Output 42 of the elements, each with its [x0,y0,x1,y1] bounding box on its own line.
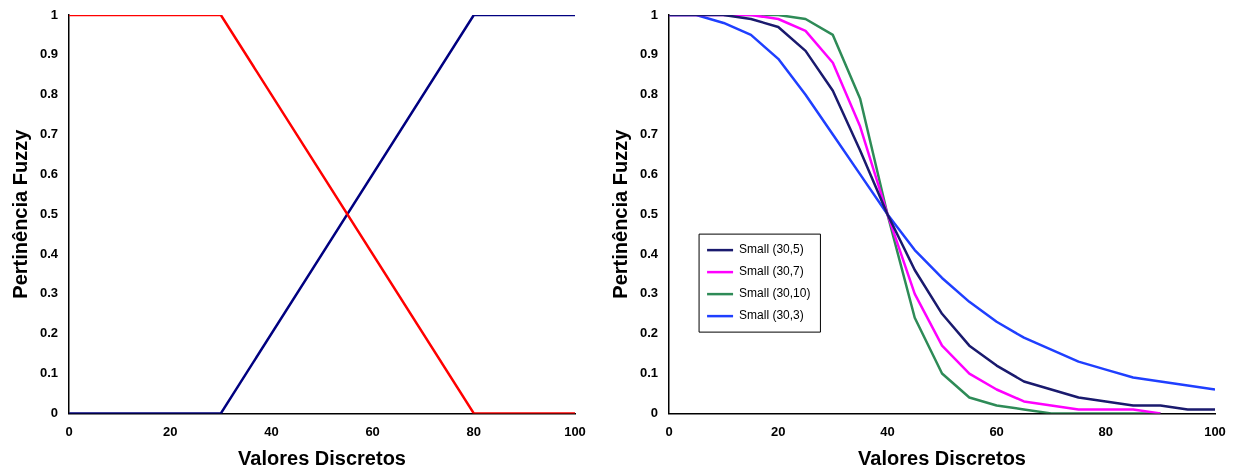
x-tick-label: 20 [163,423,178,439]
x-tick-label: 0 [665,423,673,439]
legend-label: Small (30,10) [739,286,811,301]
y-tick-label: 0.1 [39,365,59,381]
y-tick-label: 0.9 [639,46,659,62]
y-tick-label: 1 [50,6,59,22]
y-tick-label: 0.5 [639,205,659,221]
x-tick-label: 100 [1204,423,1226,439]
x-tick-label: 80 [1098,423,1114,439]
x-axis-title: Valores Discretos [858,446,1026,469]
y-tick-label: 0.6 [639,165,659,181]
y-tick-label: 0.7 [639,126,659,142]
y-tick-label: 0.7 [39,126,59,142]
y-tick-label: 0.9 [39,46,59,62]
y-axis-title: Pertinência Fuzzy [8,128,31,299]
x-tick-label: 80 [466,423,482,439]
x-tick-label: 60 [989,423,1004,439]
y-axis-title: Pertinência Fuzzy [608,128,631,299]
y-tick-label: 0.3 [39,285,59,301]
y-tick-label: 0.5 [39,205,59,221]
y-tick-label: 0.6 [39,165,59,181]
y-tick-label: 0.2 [39,325,59,341]
x-tick-label: 20 [771,423,786,439]
legend-label: Small (30,7) [739,264,804,279]
y-tick-label: 0.8 [639,86,659,102]
y-tick-label: 0 [650,404,659,420]
legend-label: Small (30,3) [739,308,804,323]
x-axis-title: Valores Discretos [238,446,406,469]
x-tick-label: 100 [564,423,586,439]
y-tick-label: 1 [650,6,659,22]
y-tick-label: 0.4 [39,245,59,261]
x-tick-label: 40 [264,423,279,439]
x-tick-label: 0 [65,423,73,439]
x-tick-label: 40 [880,423,895,439]
y-tick-label: 0 [50,404,59,420]
legend-label: Small (30,5) [739,242,804,257]
x-tick-label: 60 [365,423,380,439]
y-tick-label: 0.8 [39,86,59,102]
y-tick-label: 0.4 [639,245,659,261]
y-tick-label: 0.3 [639,285,659,301]
y-tick-label: 0.1 [639,365,659,381]
y-tick-label: 0.2 [639,325,659,341]
